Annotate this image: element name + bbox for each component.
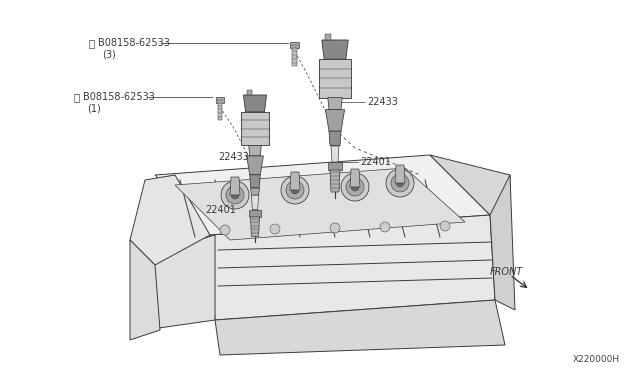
Polygon shape (331, 146, 339, 162)
Polygon shape (210, 215, 495, 320)
Text: 22433: 22433 (218, 152, 249, 162)
Polygon shape (130, 175, 210, 265)
Polygon shape (246, 156, 264, 175)
Circle shape (341, 173, 369, 201)
Polygon shape (330, 138, 340, 146)
Polygon shape (250, 188, 259, 195)
Circle shape (231, 191, 239, 199)
Circle shape (330, 223, 340, 233)
Circle shape (396, 179, 404, 187)
Polygon shape (249, 145, 261, 156)
Polygon shape (216, 97, 224, 103)
Circle shape (221, 181, 249, 209)
Polygon shape (292, 48, 298, 66)
Text: B08158-62533: B08158-62533 (98, 38, 170, 48)
Circle shape (386, 169, 414, 197)
Polygon shape (246, 90, 252, 95)
Polygon shape (130, 240, 160, 340)
Polygon shape (328, 162, 342, 170)
Circle shape (220, 225, 230, 235)
Polygon shape (322, 40, 348, 59)
Text: FRONT: FRONT (490, 267, 524, 277)
Text: X220000H: X220000H (573, 355, 620, 364)
Polygon shape (330, 170, 340, 192)
Circle shape (286, 181, 304, 199)
Polygon shape (325, 34, 332, 40)
Text: 22433: 22433 (367, 97, 398, 107)
Polygon shape (250, 175, 260, 187)
Polygon shape (243, 95, 266, 112)
Polygon shape (215, 300, 505, 355)
Circle shape (281, 176, 309, 204)
Text: 22401: 22401 (205, 205, 236, 215)
Circle shape (391, 174, 409, 192)
Polygon shape (319, 59, 351, 97)
Polygon shape (325, 110, 344, 131)
Polygon shape (249, 209, 261, 217)
Text: B08158-62533: B08158-62533 (83, 92, 155, 102)
Text: 22401: 22401 (360, 157, 391, 167)
Polygon shape (291, 42, 300, 48)
Polygon shape (395, 165, 405, 183)
Polygon shape (230, 177, 240, 195)
Polygon shape (155, 155, 490, 235)
Circle shape (380, 222, 390, 232)
Polygon shape (241, 112, 269, 145)
Polygon shape (490, 175, 515, 310)
Circle shape (291, 186, 299, 194)
Circle shape (226, 186, 244, 204)
Polygon shape (175, 168, 465, 240)
Polygon shape (218, 103, 222, 120)
Text: Ⓑ: Ⓑ (89, 38, 95, 48)
Polygon shape (430, 155, 510, 295)
Polygon shape (252, 195, 259, 209)
Polygon shape (328, 97, 342, 110)
Polygon shape (250, 217, 259, 237)
Polygon shape (350, 169, 360, 187)
Circle shape (346, 178, 364, 196)
Polygon shape (290, 172, 300, 190)
Circle shape (270, 224, 280, 234)
Polygon shape (145, 235, 215, 330)
Polygon shape (329, 131, 341, 145)
Circle shape (351, 183, 359, 191)
Text: (1): (1) (87, 103, 100, 113)
Circle shape (440, 221, 450, 231)
Text: Ⓑ: Ⓑ (74, 92, 80, 102)
Text: (3): (3) (102, 49, 116, 59)
